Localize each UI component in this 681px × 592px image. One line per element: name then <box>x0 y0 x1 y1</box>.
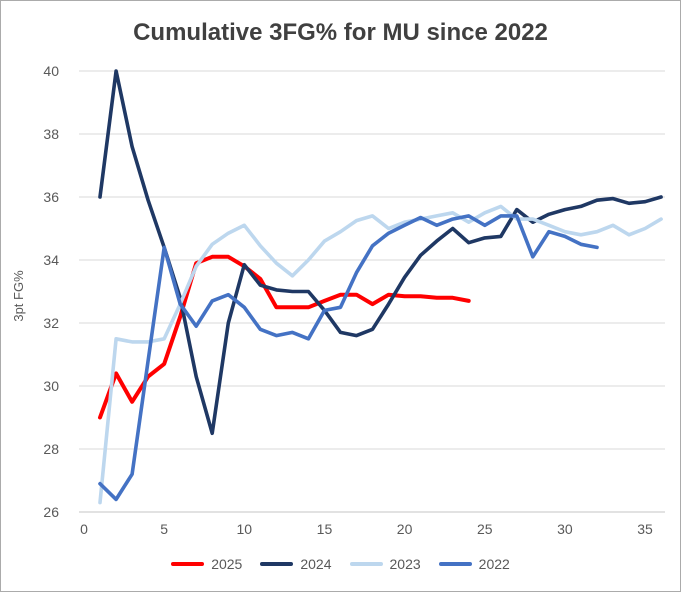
x-tick-label-10: 10 <box>237 521 253 537</box>
y-tick-label-36: 36 <box>43 189 59 205</box>
x-tick-label-5: 5 <box>160 521 168 537</box>
legend: 2025 2024 2023 2022 <box>1 556 680 572</box>
y-tick-label-34: 34 <box>43 252 59 268</box>
series-line-2025 <box>98 254 471 420</box>
y-tick-label-30: 30 <box>43 378 59 394</box>
legend-swatch-2023 <box>349 562 383 566</box>
legend-label-2024: 2024 <box>300 556 332 572</box>
x-tick-label-20: 20 <box>397 521 413 537</box>
x-tick-label-0: 0 <box>80 521 88 537</box>
legend-item-2024: 2024 <box>260 556 332 572</box>
y-tick-label-40: 40 <box>43 63 59 79</box>
legend-item-2023: 2023 <box>349 556 421 572</box>
chart-title: Cumulative 3FG% for MU since 2022 <box>133 19 548 46</box>
y-tick-label-28: 28 <box>43 441 59 457</box>
legend-label-2022: 2022 <box>478 556 510 572</box>
y-tick-label-32: 32 <box>43 315 59 331</box>
series-line-2023 <box>98 204 663 505</box>
x-tick-label-35: 35 <box>637 521 653 537</box>
series-line-2024 <box>98 69 663 436</box>
y-tick-label-26: 26 <box>43 504 59 520</box>
y-tick-label-38: 38 <box>43 126 59 142</box>
legend-swatch-2025 <box>171 562 205 566</box>
legend-swatch-2022 <box>438 562 472 566</box>
x-tick-label-25: 25 <box>477 521 493 537</box>
series-line-2022 <box>98 214 599 502</box>
x-tick-label-30: 30 <box>557 521 573 537</box>
legend-item-2022: 2022 <box>438 556 510 572</box>
x-tick-label-15: 15 <box>317 521 333 537</box>
legend-item-2025: 2025 <box>171 556 242 572</box>
legend-swatch-2024 <box>260 562 294 566</box>
legend-label-2023: 2023 <box>389 556 421 572</box>
legend-label-2025: 2025 <box>211 556 243 572</box>
